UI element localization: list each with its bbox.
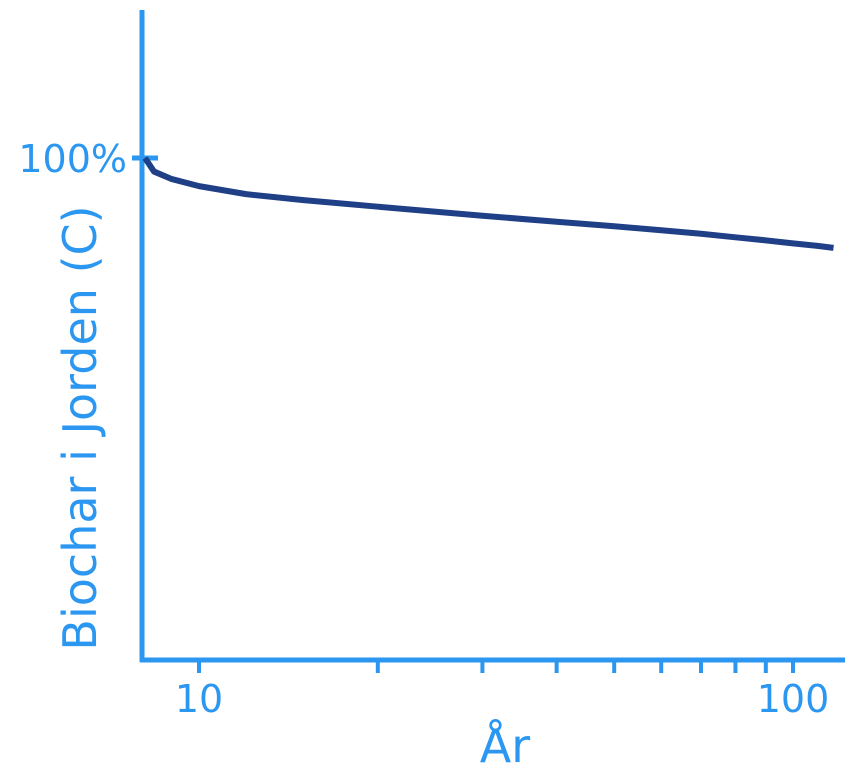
series-line-0	[142, 156, 834, 251]
series-group	[142, 156, 834, 251]
x-axis-label: År	[480, 719, 530, 770]
y-axis-label: Biochar i Jorden (C)	[53, 205, 107, 650]
y-tick-label: 100%	[18, 137, 127, 181]
axes	[139, 10, 845, 663]
tick-labels: 10 100 100%	[18, 137, 829, 721]
x-tick-label: 10	[175, 677, 223, 721]
x-tick-label: 100	[757, 677, 830, 721]
